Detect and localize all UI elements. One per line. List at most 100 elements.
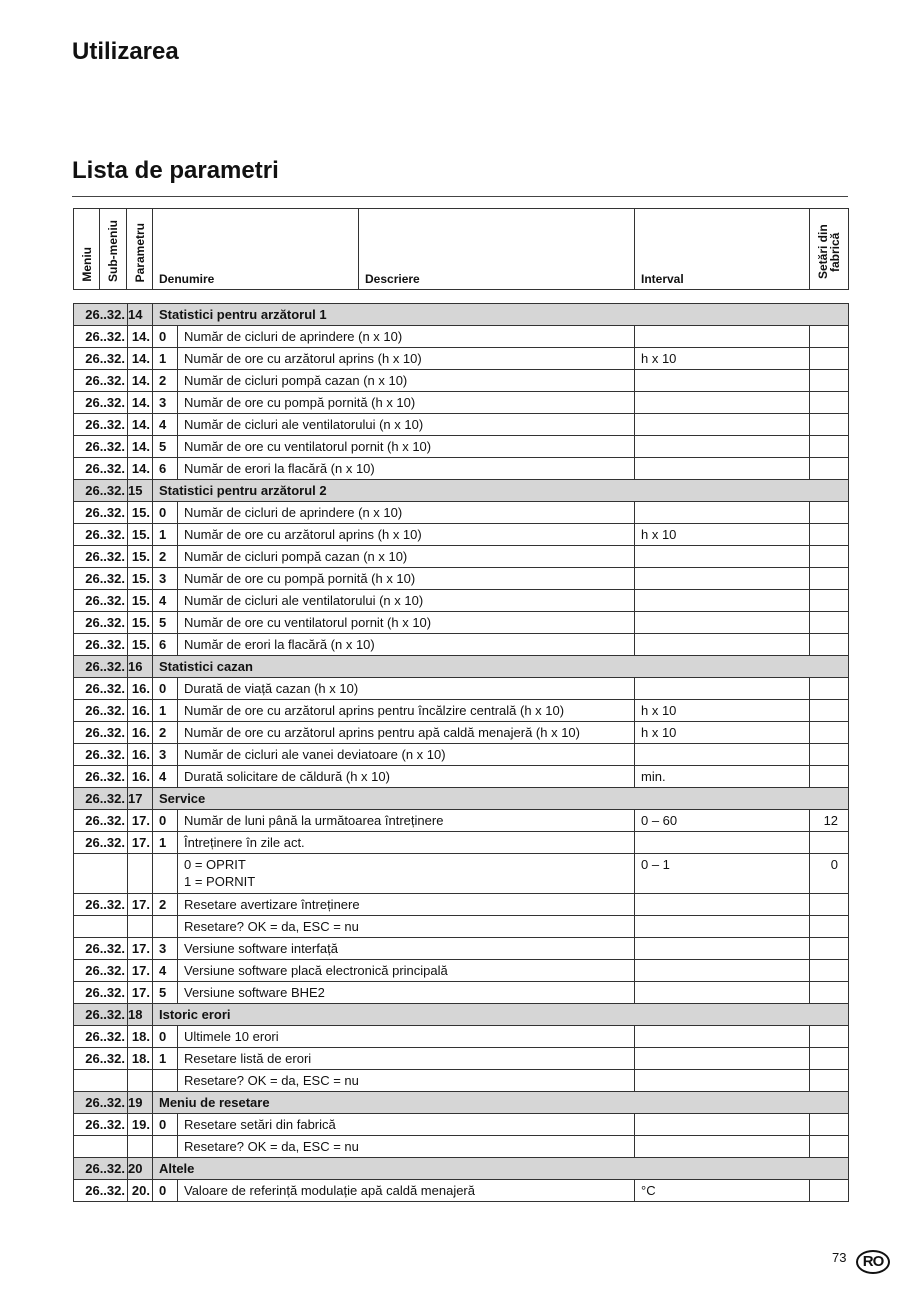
header-menu-label: Meniu — [79, 247, 94, 282]
interval-cell — [634, 937, 810, 960]
table-row: 26..32. 17. 0 Număr de luni până la următoa… — [73, 809, 850, 832]
interval-cell: h x 10 — [634, 699, 810, 722]
header-name: Denumire — [152, 208, 359, 290]
menu-cell: 26..32. — [73, 479, 128, 502]
menu-cell: 26..32. — [73, 959, 128, 982]
param-cell — [152, 915, 178, 938]
table-row: 26..32. 15. 1 Număr de ore cu arzătorul apr… — [73, 523, 850, 546]
submenu-cell: 15. — [127, 633, 153, 656]
interval-cell — [634, 611, 810, 634]
name-cell: Versiune software placă electronică prin… — [177, 959, 635, 982]
submenu-cell: 16 — [127, 655, 153, 678]
param-cell: 2 — [152, 721, 178, 744]
table-row: 26..32. 16. 4 Durată solicitare de căldură … — [73, 765, 850, 788]
table-row: 26..32. 14. 0 Număr de cicluri de aprindere… — [73, 325, 850, 348]
param-cell — [152, 1135, 178, 1158]
section-row: 26..32. 14 Statistici pentru arzătorul 1 — [73, 303, 850, 326]
param-cell: 4 — [152, 959, 178, 982]
name-cell: 0 = OPRIT 1 = PORNIT — [177, 853, 635, 894]
factory-cell — [808, 893, 850, 916]
table-row: 26..32. 18. 1 Resetare listă de erori — [73, 1047, 850, 1070]
factory-cell — [808, 501, 850, 524]
menu-cell: 26..32. — [73, 787, 128, 810]
factory-cell — [808, 325, 850, 348]
submenu-cell — [127, 853, 153, 894]
name-cell: Ultimele 10 erori — [177, 1025, 635, 1048]
title-divider — [72, 196, 848, 197]
name-cell: Număr de ore cu arzătorul aprins (h x 10… — [177, 523, 635, 546]
submenu-cell: 18. — [127, 1025, 153, 1048]
section-row: 26..32. 16 Statistici cazan — [73, 655, 850, 678]
name-cell: Versiune software BHE2 — [177, 981, 635, 1004]
submenu-cell: 20 — [127, 1157, 153, 1180]
name-cell: Număr de ore cu arzătorul aprins pentru … — [177, 721, 635, 744]
section-row: 26..32. 18 Istoric erori — [73, 1003, 850, 1026]
factory-cell — [808, 633, 850, 656]
param-cell: 5 — [152, 611, 178, 634]
name-cell: Număr de ore cu ventilatorul pornit (h x… — [177, 611, 635, 634]
menu-cell — [73, 1069, 128, 1092]
menu-cell: 26..32. — [73, 413, 128, 436]
factory-cell — [808, 391, 850, 414]
param-cell: 1 — [152, 347, 178, 370]
menu-cell: 26..32. — [73, 1179, 128, 1202]
interval-cell — [634, 567, 810, 590]
parameter-table: 26..32. 14 Statistici pentru arzătorul 1 26… — [73, 303, 850, 1202]
menu-cell: 26..32. — [73, 981, 128, 1004]
submenu-cell: 15. — [127, 589, 153, 612]
name-cell: Durată solicitare de căldură (h x 10) — [177, 765, 635, 788]
interval-cell — [634, 501, 810, 524]
interval-cell — [634, 633, 810, 656]
interval-cell: 0 – 1 — [634, 853, 810, 894]
param-cell: 3 — [152, 391, 178, 414]
page-number: 73 — [832, 1250, 847, 1265]
interval-cell — [634, 893, 810, 916]
table-row: 26..32. 15. 6 Număr de erori la flacără (n … — [73, 633, 850, 656]
section-row: 26..32. 15 Statistici pentru arzătorul 2 — [73, 479, 850, 502]
param-cell: 4 — [152, 765, 178, 788]
section-name-cell: Service — [151, 787, 850, 810]
interval-cell: 0 – 60 — [634, 809, 810, 832]
section-name-cell: Statistici pentru arzătorul 2 — [151, 479, 850, 502]
interval-cell — [634, 1047, 810, 1070]
menu-cell — [73, 853, 128, 894]
name-cell: Versiune software interfață — [177, 937, 635, 960]
menu-cell: 26..32. — [73, 347, 128, 370]
name-cell: Număr de ore cu pompă pornită (h x 10) — [177, 391, 635, 414]
name-cell: Resetare setări din fabrică — [177, 1113, 635, 1136]
factory-cell — [808, 937, 850, 960]
submenu-cell: 17. — [127, 959, 153, 982]
table-row: Resetare? OK = da, ESC = nu — [73, 915, 850, 938]
interval-cell — [634, 545, 810, 568]
interval-cell — [634, 959, 810, 982]
interval-cell — [634, 457, 810, 480]
submenu-cell — [127, 1135, 153, 1158]
menu-cell: 26..32. — [73, 1091, 128, 1114]
table-row: 26..32. 19. 0 Resetare setări din fabrică — [73, 1113, 850, 1136]
section-name-cell: Istoric erori — [151, 1003, 850, 1026]
param-cell: 0 — [152, 501, 178, 524]
name-cell: Întreținere în zile act. — [177, 831, 635, 854]
menu-cell: 26..32. — [73, 809, 128, 832]
param-cell: 0 — [152, 809, 178, 832]
submenu-cell: 14. — [127, 457, 153, 480]
submenu-cell: 15. — [127, 523, 153, 546]
submenu-cell: 17. — [127, 937, 153, 960]
param-cell: 0 — [152, 1179, 178, 1202]
factory-cell — [808, 1113, 850, 1136]
table-row: 26..32. 14. 6 Număr de erori la flacără (n … — [73, 457, 850, 480]
header-param: Parametru — [126, 208, 153, 290]
factory-cell — [808, 1025, 850, 1048]
submenu-cell: 17 — [127, 787, 153, 810]
submenu-cell: 18. — [127, 1047, 153, 1070]
submenu-cell: 15. — [127, 567, 153, 590]
menu-cell: 26..32. — [73, 699, 128, 722]
submenu-cell: 14. — [127, 347, 153, 370]
name-cell: Număr de cicluri de aprindere (n x 10) — [177, 325, 635, 348]
submenu-cell: 16. — [127, 677, 153, 700]
menu-cell: 26..32. — [73, 1157, 128, 1180]
menu-cell: 26..32. — [73, 457, 128, 480]
menu-cell: 26..32. — [73, 391, 128, 414]
table-row: 26..32. 15. 2 Număr de cicluri pompă cazan … — [73, 545, 850, 568]
